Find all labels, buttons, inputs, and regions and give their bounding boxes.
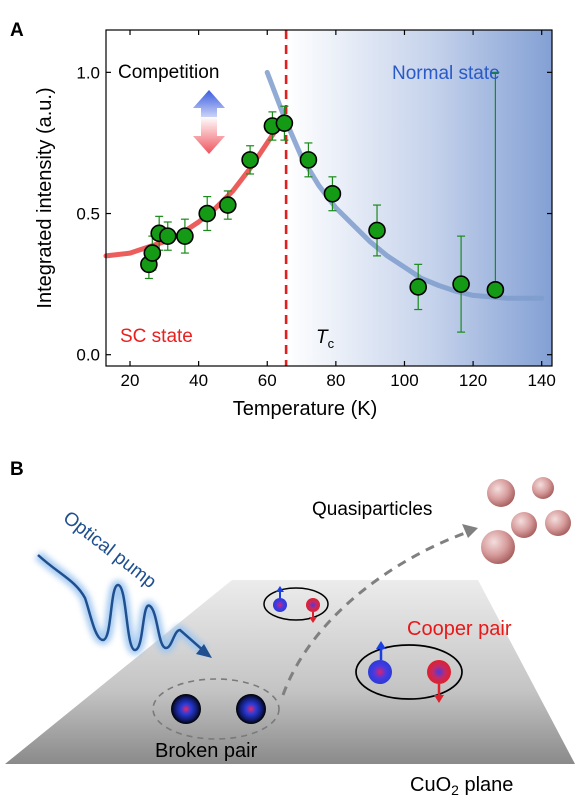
y-tick-label: 0.0 [76,346,100,365]
arrow-down-icon [193,117,225,154]
x-tick-label: 20 [121,371,140,390]
cuo2-plane [5,580,575,764]
pump-arrowhead-icon [196,644,212,658]
spin-up-icon [376,641,386,649]
excitation-arrowhead-icon [462,524,478,538]
cooper-pair-small [263,586,329,623]
competition-arrows [193,90,225,154]
chart-panel-a: 20 40 60 80 100 120 140 0.0 0.5 1.0 Competition N… [34,29,556,420]
x-tick-label: 40 [189,371,208,390]
competition-label: Competition [118,62,219,83]
error-bar [491,71,500,290]
y-tick-label: 1.0 [76,63,100,82]
panel-a-label: A [10,20,24,41]
quasiparticle [511,512,537,538]
data-point [452,275,470,293]
data-point [218,196,237,214]
y-tick-label: 0.5 [76,205,100,224]
quasiparticles-label: Quasiparticles [312,499,432,520]
plot-frame [105,29,553,367]
data-point [158,227,177,245]
data-point [409,278,428,296]
quasiparticle [481,530,515,564]
data-point [176,227,194,245]
quasiparticle [487,479,515,507]
quasiparticle [171,694,201,724]
data-point [198,204,217,223]
sc-state-label: SC state [120,326,193,347]
panel-b-label: B [10,459,24,480]
cooper-pair-large [355,641,463,703]
broken-pair-label: Broken pair [155,740,258,762]
x-tick-label: 140 [528,371,556,390]
spin-up-icon [276,586,284,592]
y-axis-label: Integrated intensity (a.u.) [34,87,56,308]
normal-state-label: Normal state [392,63,500,84]
data-point [241,151,259,169]
x-tick-label: 100 [390,371,418,390]
plane-base [5,764,575,798]
diagram-panel-b: CuO2 plane Optical pump Quasiparticles [5,477,575,798]
data-point [275,114,294,132]
spin-down-icon [309,617,317,623]
quasiparticle [545,510,571,536]
tc-label: Tc [316,327,335,351]
x-tick-label: 80 [326,371,345,390]
data-point [323,184,342,203]
quasiparticle [532,477,554,499]
data-point [486,280,505,299]
data-point [299,151,318,169]
quasiparticle [236,694,266,724]
x-axis-label: Temperature (K) [233,398,378,420]
data-point [143,244,162,262]
broken-pair [152,678,280,740]
x-tick-label: 120 [459,371,487,390]
optical-pump-wave [34,551,212,658]
cuo2-plane-label: CuO2 plane [410,774,513,798]
x-tick-label: 60 [258,371,277,390]
spin-down-icon [434,695,444,703]
cooper-pair-label: Cooper pair [407,618,512,640]
data-point [368,221,386,240]
